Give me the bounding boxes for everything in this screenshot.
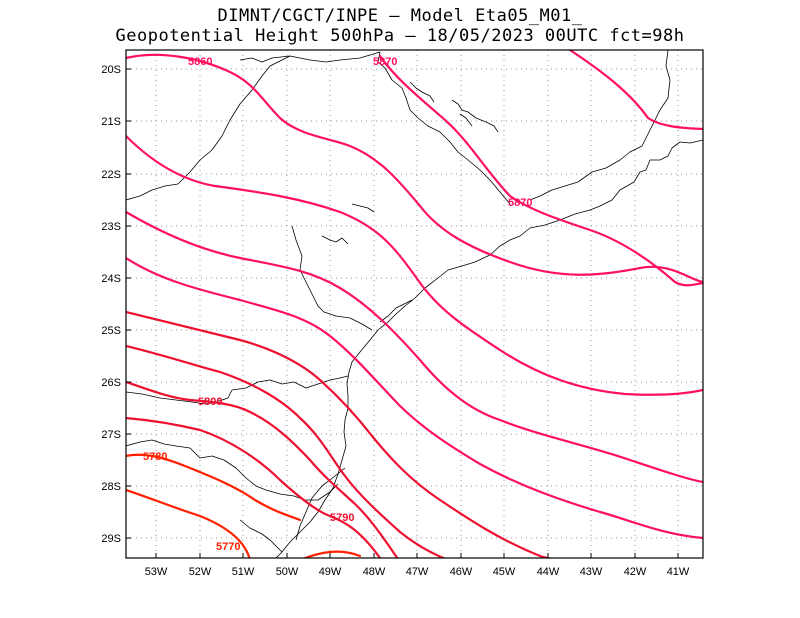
state-border-sp-rj <box>529 50 671 201</box>
inland-lake-1 <box>451 99 499 133</box>
atlantic-coastline <box>275 139 703 558</box>
longitude-axis: 53W 52W 51W 50W 49W 48W 47W 46W 45W 44W … <box>145 566 690 578</box>
plot-frame <box>125 49 704 559</box>
lon-tick-label: 43W <box>580 566 603 578</box>
lat-tick-label: 25S <box>101 325 121 337</box>
state-border-sc-rs <box>126 439 339 501</box>
lat-tick-label: 24S <box>101 273 121 285</box>
inland-lake-3 <box>351 203 375 213</box>
state-border-ms-sp <box>126 55 291 201</box>
lat-tick-label: 26S <box>101 377 121 389</box>
lon-tick-label: 45W <box>493 566 516 578</box>
lat-tick-label: 21S <box>101 116 121 128</box>
contour-label-5770: 5770 <box>216 541 240 553</box>
grid-lines <box>126 50 703 558</box>
coastline-and-borders <box>126 50 703 558</box>
contour-5800 <box>126 380 399 558</box>
lon-tick-label: 44W <box>537 566 560 578</box>
lat-tick-label: 23S <box>101 221 121 233</box>
parana-river <box>239 51 381 63</box>
lat-tick-label: 20S <box>101 64 121 76</box>
border-argentina <box>126 389 233 405</box>
contour-5870-east <box>378 54 703 287</box>
contour-5775 <box>126 488 251 558</box>
lon-tick-label: 48W <box>363 566 386 578</box>
contour-5870-north <box>568 50 703 131</box>
contour-5770 <box>302 550 362 558</box>
lon-tick-label: 47W <box>406 566 429 578</box>
contour-label-5860: 5860 <box>188 56 212 68</box>
tick-marks <box>126 68 679 558</box>
contour-5830 <box>126 256 703 540</box>
map-title-line2: Geopotential Height 500hPa – 18/05/2023 … <box>115 26 685 46</box>
contour-5810 <box>126 344 447 558</box>
map-title-line1: DIMNT/CGCT/INPE – Model Eta05_M01_ <box>217 6 583 26</box>
contour-5820 <box>126 310 555 558</box>
lon-tick-label: 49W <box>319 566 342 578</box>
border-uruguay <box>239 519 283 553</box>
contour-label-5780: 5780 <box>143 451 167 463</box>
parana-gulf <box>379 299 413 323</box>
contour-labels: 5860 5870 5870 5800 5790 5780 5770 <box>143 56 532 553</box>
inland-lake-4 <box>321 235 349 245</box>
lat-tick-label: 28S <box>101 481 121 493</box>
lon-tick-label: 53W <box>145 566 168 578</box>
lat-tick-label: 29S <box>101 533 121 545</box>
state-border-mg-sp <box>377 51 511 205</box>
state-border-pr-sc <box>231 375 349 391</box>
lon-tick-label: 50W <box>276 566 299 578</box>
lon-tick-label: 42W <box>624 566 647 578</box>
contour-5840 <box>126 210 703 484</box>
contour-5860 <box>126 53 703 284</box>
contour-label-5800: 5800 <box>198 396 222 408</box>
contour-label-5870-east: 5870 <box>508 197 532 209</box>
contour-label-5790: 5790 <box>330 512 354 524</box>
contour-5790 <box>126 416 382 558</box>
contour-5850 <box>126 134 703 396</box>
inland-lake-2 <box>409 81 435 103</box>
lon-tick-label: 41W <box>667 566 690 578</box>
lon-tick-label: 52W <box>189 566 212 578</box>
lon-tick-label: 51W <box>232 566 255 578</box>
contour-label-5870-north: 5870 <box>373 56 397 68</box>
lagoon-outline <box>295 467 346 541</box>
contour-lines <box>126 50 703 558</box>
lat-tick-label: 22S <box>101 169 121 181</box>
state-border-sp-pr <box>291 225 373 331</box>
lat-tick-label: 27S <box>101 429 121 441</box>
latitude-axis: 20S 21S 22S 23S 24S 25S 26S 27S 28S 29S <box>101 64 121 545</box>
contour-5780 <box>126 453 302 522</box>
lon-tick-label: 46W <box>450 566 473 578</box>
